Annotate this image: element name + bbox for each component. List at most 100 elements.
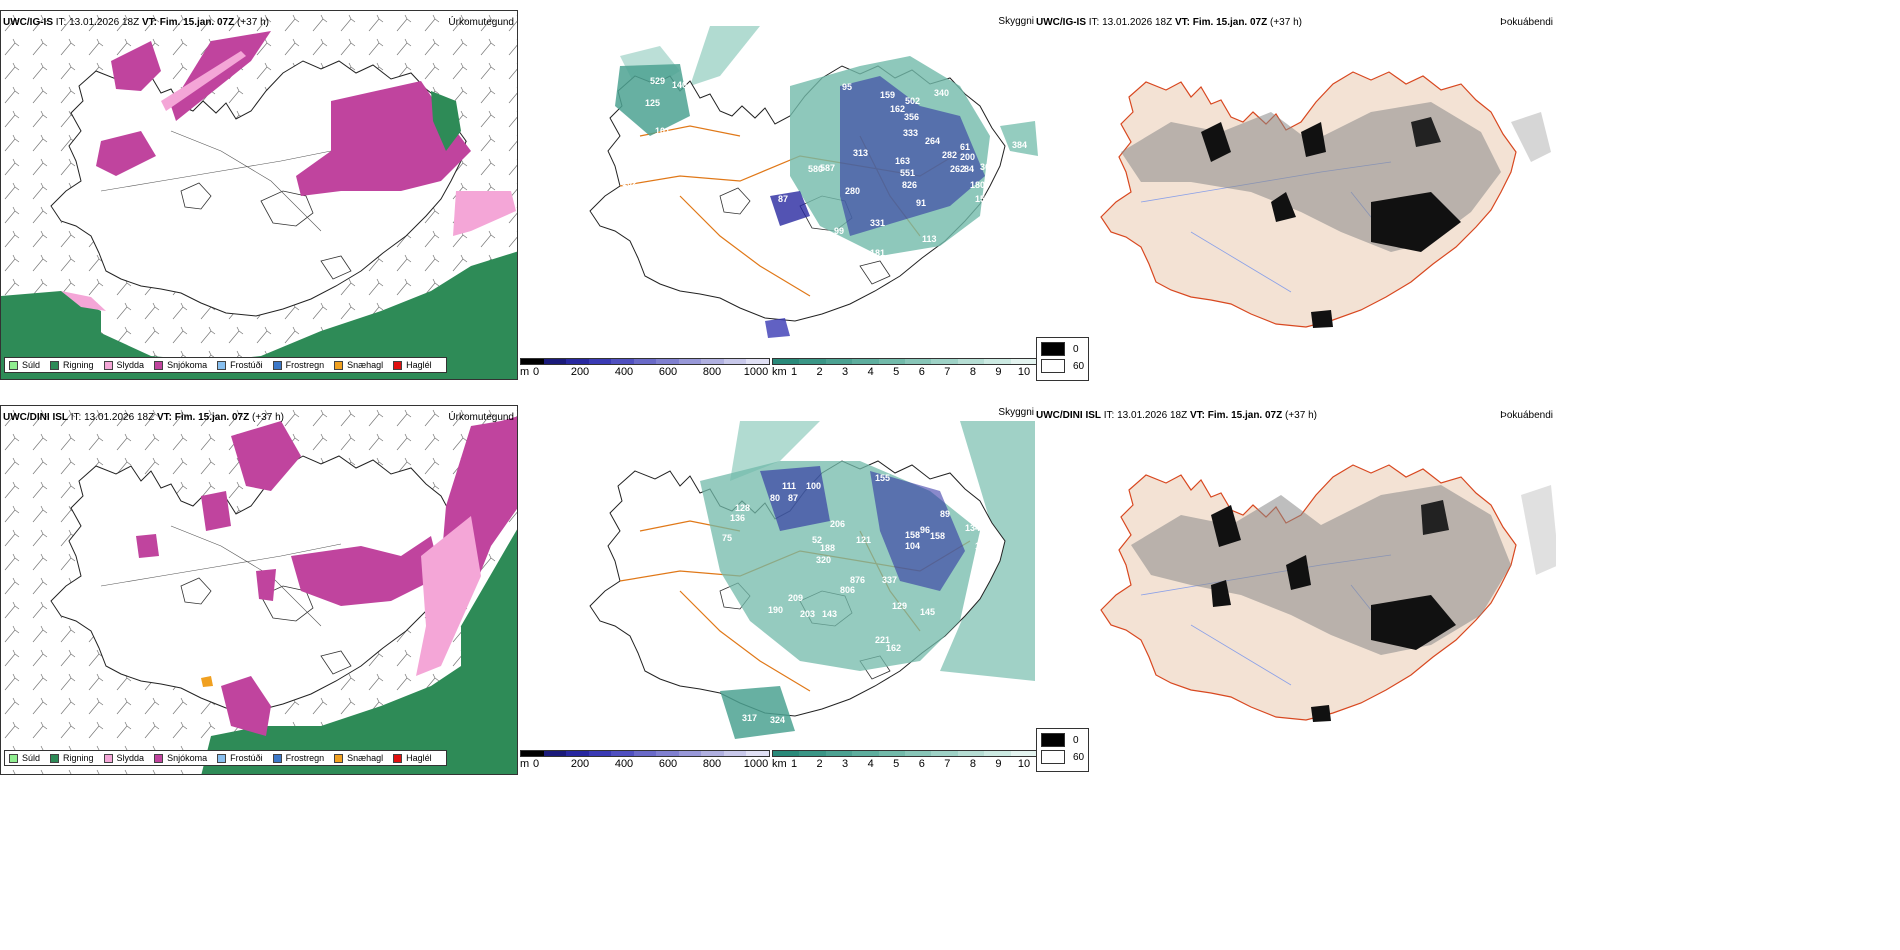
- visibility-value: 264: [925, 136, 940, 146]
- scale-tick: 6: [918, 366, 925, 378]
- visibility-value: 128: [735, 503, 750, 513]
- vt-value: Fim. 15.jan. 07Z: [159, 17, 235, 28]
- row2-height-scale: m 0 200 400 600 800 1000: [520, 750, 770, 771]
- scale-swatch: [701, 359, 724, 364]
- model-name: UWC/DINI ISL: [1036, 410, 1101, 421]
- legend-swatch: [9, 753, 18, 763]
- scale-tick: 9: [995, 758, 1002, 770]
- legend-swatch: [217, 360, 227, 370]
- scale-tick: 7: [944, 758, 951, 770]
- visibility-value: 162: [890, 104, 905, 114]
- visibility-value: 61: [960, 142, 970, 152]
- scale-swatch: [701, 751, 724, 756]
- scale-swatch: [957, 359, 985, 364]
- scale-swatch: [931, 359, 958, 364]
- visibility-value: 113: [922, 234, 937, 244]
- legend-label: Slydda: [116, 753, 145, 763]
- legend-label: Haglél: [406, 753, 432, 763]
- legend-item-3: Snjókoma: [154, 753, 207, 763]
- row2-cloud-panel: 128 80 87 111 100 136 205 202 92 75 52 190 206 121 158…: [520, 405, 1040, 777]
- row2-vis-scale: km 1 2 3 4 5 6 7 8 9 10: [772, 750, 1038, 771]
- visibility-value: 317: [742, 713, 757, 723]
- legend-label: Snjókoma: [167, 753, 208, 763]
- legend-swatch: [393, 360, 403, 370]
- legend-swatch: [334, 360, 344, 370]
- visibility-value: 205: [644, 553, 659, 563]
- vt-label: VT:: [156, 412, 172, 423]
- visibility-value: 180: [970, 180, 985, 190]
- snow-area: [291, 536, 441, 606]
- scale-tick: 400: [614, 758, 634, 770]
- scale-swatch: [878, 359, 906, 364]
- rain-area: [1, 251, 517, 379]
- visibility-value: 337: [882, 575, 897, 585]
- legend-label: Frostúði: [230, 753, 263, 763]
- scale-swatch: [984, 751, 1011, 756]
- scale-tick: 7: [944, 366, 951, 378]
- scale-tick: 600: [658, 758, 678, 770]
- visibility-value: 262: [950, 164, 965, 174]
- scale-tick: 0: [532, 758, 540, 770]
- scale-unit: km: [772, 366, 787, 378]
- visibility-value: 282: [942, 150, 957, 160]
- legend-item-6: Snæhagl: [334, 753, 383, 763]
- visibility-value: 340: [934, 88, 949, 98]
- sleet-area: [416, 516, 481, 676]
- scale-tick: 1000: [743, 758, 769, 770]
- vt-value: Fim. 15.jan. 07Z: [174, 412, 250, 423]
- scale-swatch: [678, 359, 702, 364]
- visibility-value: 129: [892, 601, 907, 611]
- visibility-value: 84: [964, 164, 974, 174]
- row2-precip-map[interactable]: [0, 405, 518, 775]
- legend-swatch: [50, 360, 60, 370]
- row2-cloud-map[interactable]: 128 80 87 111 100 136 205 202 92 75 52 190 206 121 158…: [520, 421, 1040, 761]
- legend-label: Snjókoma: [167, 360, 208, 370]
- visibility-value: 356: [904, 112, 919, 122]
- scale-swatch: [878, 751, 906, 756]
- legend-swatch: [217, 753, 227, 763]
- fog-legend-row: 0: [1041, 342, 1084, 356]
- legend-swatch: [154, 360, 164, 370]
- legend-label: Frostregn: [285, 753, 325, 763]
- row1-fog-map[interactable]: [1036, 32, 1556, 352]
- legend-label: Súld: [22, 360, 41, 370]
- legend-item-7: Haglél: [393, 753, 432, 763]
- visibility-value: 190: [768, 605, 783, 615]
- legend-label: Slydda: [116, 360, 145, 370]
- scale-swatch: [825, 751, 853, 756]
- model-name: UWC/DINI ISL: [3, 412, 68, 423]
- visibility-value: 158: [930, 531, 945, 541]
- scale-swatch: [566, 751, 589, 756]
- scale-tick: 4: [867, 366, 874, 378]
- visibility-value: 52: [812, 535, 822, 545]
- row1-cloud-label: Skyggni: [998, 16, 1034, 27]
- model-name: UWC/IG-IS: [3, 17, 53, 28]
- visibility-value: 155: [975, 194, 990, 204]
- scale-tick: 800: [702, 366, 722, 378]
- scale-swatch: [905, 359, 932, 364]
- legend-item-7: Haglél: [393, 360, 432, 370]
- scale-tick: 200: [570, 758, 590, 770]
- rain-area: [431, 91, 461, 151]
- row2-precip-title: UWC/DINI ISL IT: 13.01.2026 18Z VT: Fim.…: [3, 412, 284, 423]
- vt-value: Fim. 15.jan. 07Z: [1192, 17, 1268, 28]
- scale-bar: [520, 750, 770, 757]
- row1-precip-map[interactable]: [0, 10, 518, 380]
- scale-swatch: [799, 359, 826, 364]
- lead-time: (+37 h): [1270, 17, 1302, 28]
- legend-item-6: Snæhagl: [334, 360, 383, 370]
- visibility-value: 129: [648, 146, 663, 156]
- fog-legend-label: 60: [1073, 360, 1085, 372]
- scale-tick: 6: [918, 758, 925, 770]
- row2-fog-map[interactable]: [1036, 425, 1556, 745]
- legend-label: Rigning: [63, 360, 94, 370]
- visibility-value: 181: [870, 248, 885, 258]
- scale-swatch: [957, 751, 985, 756]
- scale-swatch: [799, 751, 826, 756]
- scale-bar: [772, 358, 1038, 365]
- visibility-value: 162: [886, 643, 901, 653]
- legend-swatch: [50, 753, 60, 763]
- legend-item-0: Súld: [9, 753, 40, 763]
